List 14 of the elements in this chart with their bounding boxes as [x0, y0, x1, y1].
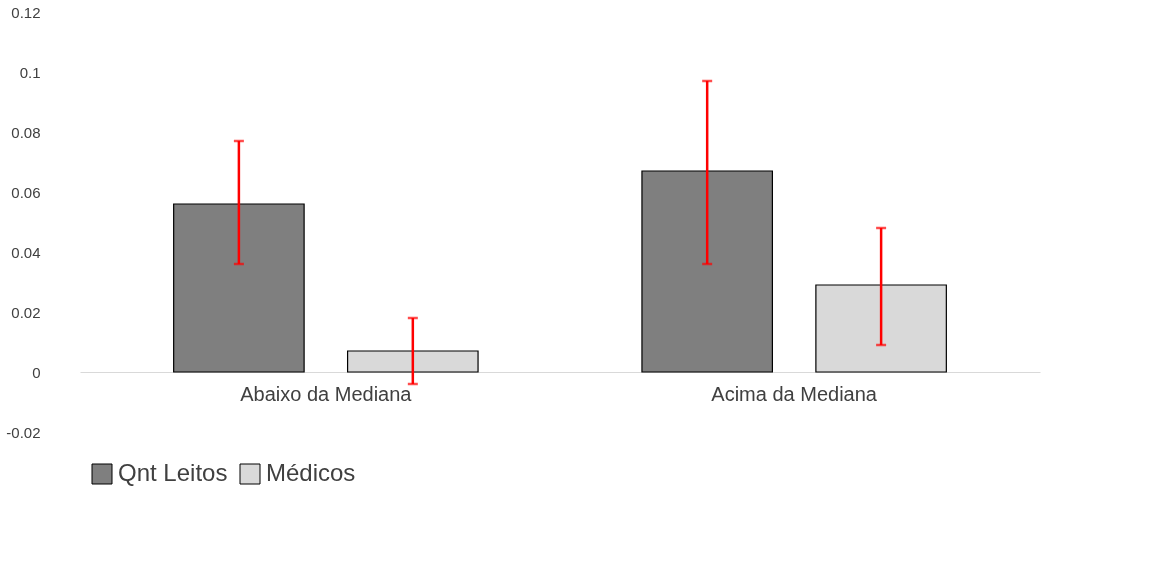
- x-tick-label: Acima da Mediana: [711, 382, 878, 405]
- y-tick-label: 0: [32, 363, 41, 381]
- bar: [641, 170, 773, 373]
- y-tick-label: 0.06: [11, 183, 41, 201]
- bar: [173, 203, 305, 373]
- y-tick-label: 0.02: [11, 303, 41, 321]
- y-tick-label: 0.04: [11, 243, 41, 261]
- legend-label: Qnt Leitos: [118, 459, 228, 486]
- y-tick-label: -0.02: [6, 423, 41, 441]
- y-tick-label: 0.08: [11, 123, 41, 141]
- legend-label: Médicos: [266, 459, 356, 486]
- x-tick-label: Abaixo da Mediana: [240, 382, 413, 405]
- y-tick-label: 0.1: [19, 63, 41, 81]
- y-tick-label: 0.12: [11, 3, 41, 21]
